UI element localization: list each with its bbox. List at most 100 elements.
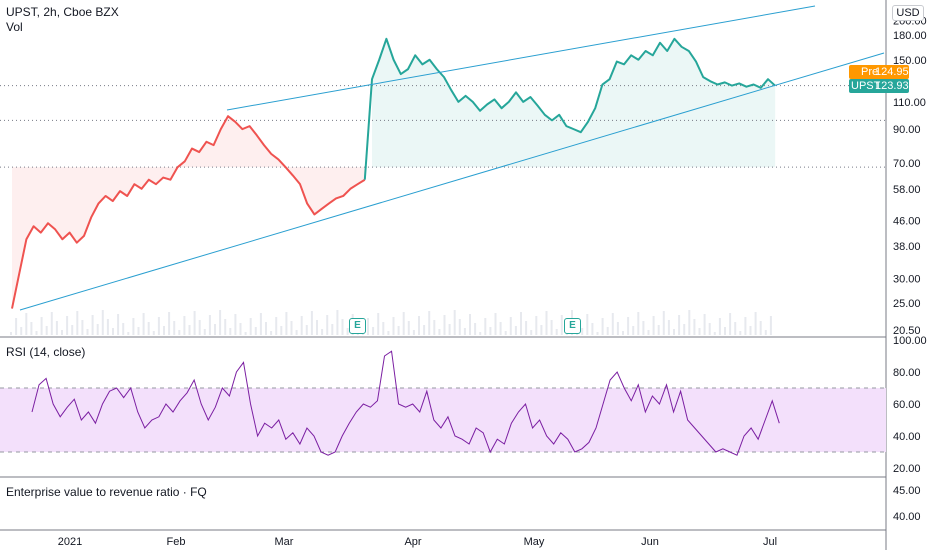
volume-bar: [551, 320, 553, 335]
volume-bar: [199, 320, 201, 335]
volume-bar: [637, 312, 639, 335]
time-tick-label: Feb: [167, 536, 186, 548]
volume-bar: [678, 315, 680, 335]
volume-bar: [87, 329, 89, 335]
volume-bar: [719, 318, 721, 335]
ev-tick-label: 40.00: [893, 511, 921, 523]
volume-bar: [505, 331, 507, 335]
volume-bar: [245, 332, 247, 335]
volume-bar: [423, 325, 425, 335]
volume-bar: [653, 316, 655, 335]
price-tick-label: 90.00: [893, 124, 921, 136]
rsi-tick-label: 20.00: [893, 463, 921, 475]
volume-bar: [81, 320, 83, 335]
volume-bar: [189, 325, 191, 335]
volume-bar: [71, 325, 73, 335]
volume-bar: [607, 327, 609, 335]
volume-bar: [219, 310, 221, 335]
volume-bar: [46, 326, 48, 335]
volume-bar: [561, 315, 563, 335]
volume-bar: [668, 320, 670, 335]
volume-bar: [520, 312, 522, 335]
symbol-title[interactable]: UPST, 2h, Cboe BZX: [6, 5, 119, 19]
volume-bar: [469, 314, 471, 335]
ev-pane-title[interactable]: Enterprise value to revenue ratio · FQ: [6, 485, 207, 499]
volume-label: Vol: [6, 20, 23, 34]
volume-bar: [403, 312, 405, 335]
volume-bar: [158, 317, 160, 335]
volume-bar: [515, 326, 517, 335]
volume-bar: [479, 332, 481, 335]
volume-bar: [398, 326, 400, 335]
volume-bar: [556, 329, 558, 335]
price-tick-label: 46.00: [893, 215, 921, 227]
volume-bar: [66, 316, 68, 335]
volume-bar: [586, 314, 588, 335]
volume-bar: [36, 331, 38, 335]
volume-bar: [489, 327, 491, 335]
price-tick-label: 110.00: [893, 97, 926, 109]
volume-bar: [178, 330, 180, 335]
volume-bar: [428, 311, 430, 335]
volume-bar: [530, 330, 532, 335]
volume-bar: [51, 312, 53, 335]
rsi-pane-title[interactable]: RSI (14, close): [6, 345, 85, 359]
rsi-tick-label: 60.00: [893, 399, 921, 411]
volume-bar: [41, 317, 43, 335]
last-badge-value: 123.93: [875, 79, 909, 93]
rsi-band: [0, 388, 886, 452]
volume-bar: [464, 328, 466, 335]
volume-bar: [699, 328, 701, 335]
volume-bar: [724, 327, 726, 335]
pre-market-price-badge: Pre 124.95: [849, 65, 909, 79]
time-tick-label: May: [524, 536, 545, 548]
volume-bar: [296, 330, 298, 335]
volume-bar: [540, 325, 542, 335]
volume-bar: [617, 322, 619, 335]
volume-bar: [597, 332, 599, 335]
volume-bar: [387, 331, 389, 335]
volume-bar: [280, 326, 282, 335]
volume-bar: [495, 313, 497, 335]
volume-bar: [214, 324, 216, 335]
volume-bar: [408, 321, 410, 335]
volume-bar: [209, 315, 211, 335]
volume-bar: [418, 316, 420, 335]
volume-bar: [20, 327, 22, 335]
volume-bar: [413, 330, 415, 335]
volume-bar: [260, 313, 262, 335]
volume-bar: [10, 332, 12, 335]
volume-bar: [194, 311, 196, 335]
volume-bar: [316, 320, 318, 335]
volume-bar: [602, 318, 604, 335]
time-tick-label: Apr: [404, 536, 421, 548]
time-tick-label: Jun: [641, 536, 659, 548]
volume-bar: [117, 314, 119, 335]
volume-bar: [744, 317, 746, 335]
volume-bar: [265, 322, 267, 335]
volume-bar: [127, 332, 129, 335]
volume-bar: [30, 322, 32, 335]
volume-bar: [132, 318, 134, 335]
volume-bar: [683, 324, 685, 335]
volume-bar: [622, 331, 624, 335]
volume-bar: [632, 326, 634, 335]
volume-bar: [454, 310, 456, 335]
earnings-marker-2[interactable]: E: [564, 318, 581, 334]
volume-bar: [688, 310, 690, 335]
time-tick-label: 2021: [58, 536, 82, 548]
volume-bar: [438, 329, 440, 335]
volume-bar: [102, 310, 104, 335]
volume-bar: [112, 328, 114, 335]
volume-bar: [714, 332, 716, 335]
volume-bar: [255, 327, 257, 335]
currency-button[interactable]: USD: [892, 5, 924, 21]
volume-bar: [755, 312, 757, 335]
ev-tick-label: 45.00: [893, 485, 921, 497]
volume-bar: [92, 315, 94, 335]
volume-bar: [546, 311, 548, 335]
volume-bar: [372, 327, 374, 335]
price-tick-label: 58.00: [893, 184, 921, 196]
earnings-marker-1[interactable]: E: [349, 318, 366, 334]
